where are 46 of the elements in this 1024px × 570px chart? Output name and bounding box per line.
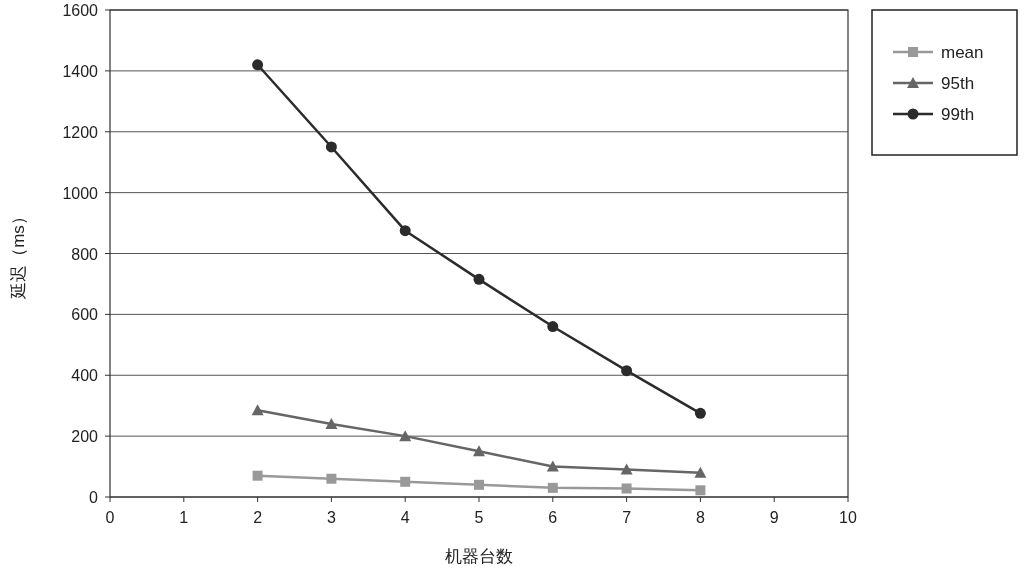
point [325,417,338,429]
point [252,470,263,481]
x-tick-label: 7 [622,509,632,526]
point [400,476,411,487]
point [621,365,633,377]
point [621,483,632,494]
point [694,466,707,478]
y-tick-label: 1400 [62,62,99,80]
point [473,445,485,457]
y-tick-label: 600 [71,306,99,324]
x-tick-label: 8 [695,509,705,526]
y-tick-label: 1000 [62,184,99,202]
x-tick-label: 10 [839,509,857,526]
point [694,407,706,419]
x-tick-label: 3 [326,509,336,526]
y-tick-label: 0 [89,489,99,506]
point [399,430,412,442]
y-tick-label: 200 [71,428,99,446]
x-tick-label: 9 [769,509,779,526]
legend-label: mean [941,43,984,62]
y-tick-label: 1600 [62,2,99,19]
point [695,485,706,496]
legend-label: 99th [941,105,975,124]
point [547,321,559,333]
point [326,473,337,484]
legend-label: 95th [941,74,975,93]
point [620,463,633,475]
point [474,479,484,490]
x-tick-label: 1 [179,509,189,526]
y-tick-label: 400 [71,367,99,385]
point [251,404,264,416]
x-tick-label: 6 [548,509,558,526]
x-axis-title: 机器台数 [445,547,513,566]
point [399,225,411,237]
point [473,273,485,285]
x-tick-label: 5 [474,509,484,526]
x-tick-label: 0 [105,509,115,526]
x-tick-label: 2 [253,509,263,526]
y-tick-label: 800 [71,245,99,263]
point [252,59,264,71]
point [546,460,559,472]
point [547,482,558,493]
y-tick-label: 1200 [62,123,99,141]
point [325,141,337,153]
x-tick-label: 4 [400,509,410,526]
y-axis-title: 延迟（ms） [9,208,28,300]
